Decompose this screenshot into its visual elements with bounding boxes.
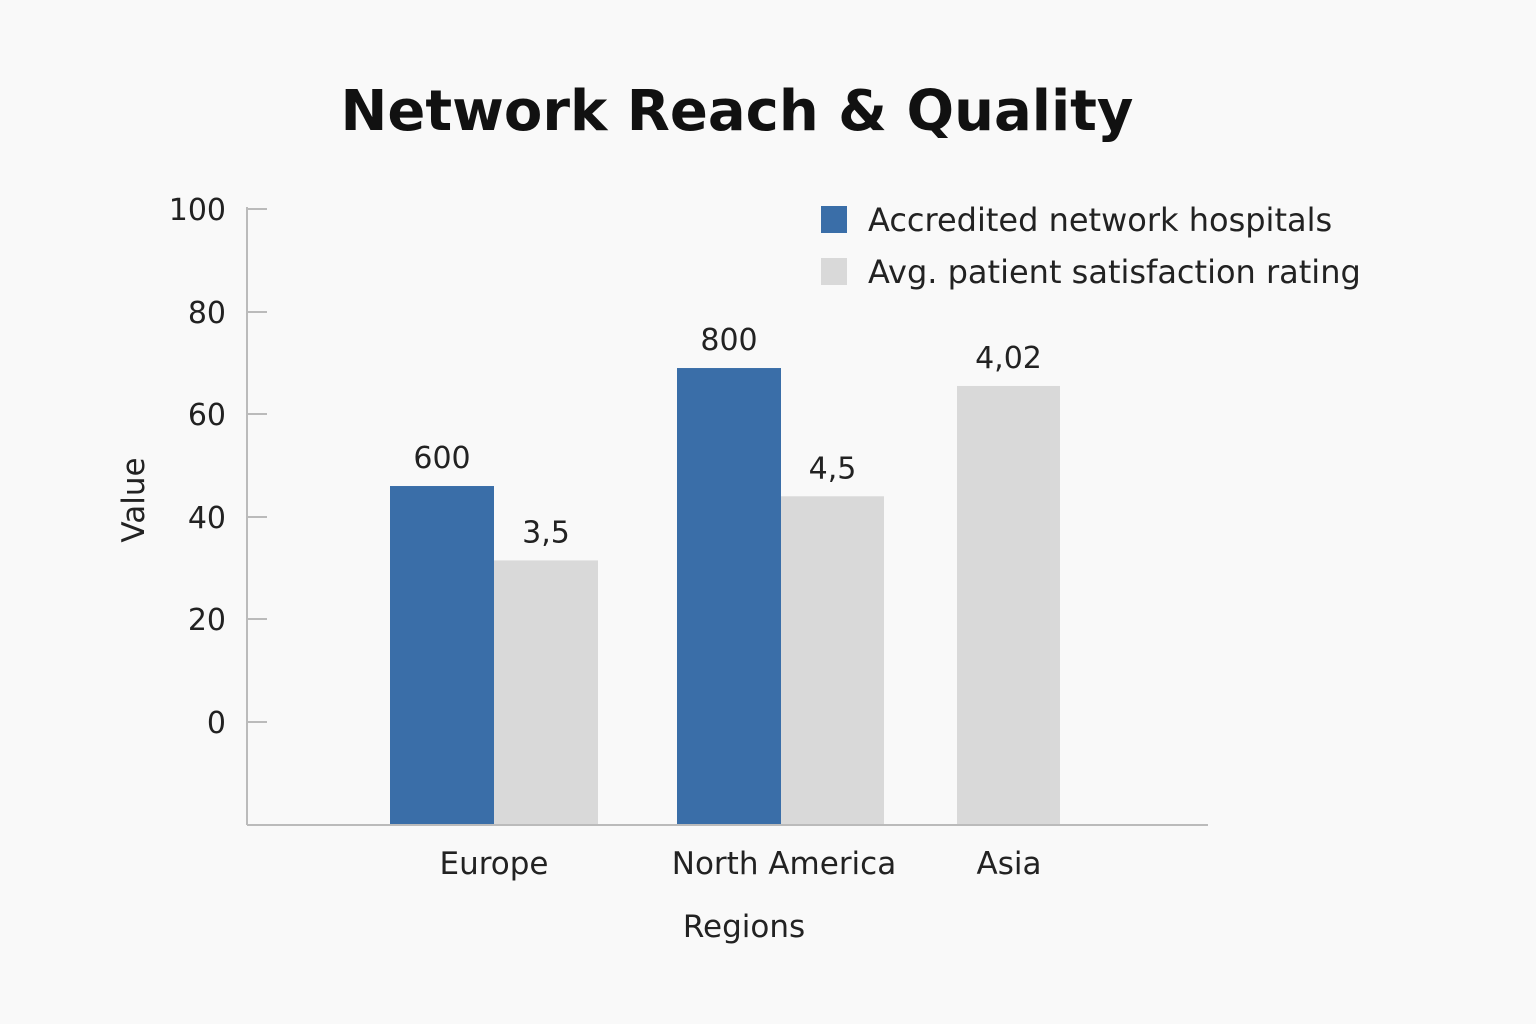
- legend: Accredited network hospitals Avg. patient…: [821, 201, 1361, 291]
- legend-swatch: [821, 258, 847, 285]
- x-axis-label: Regions: [683, 909, 805, 945]
- y-axis: 100 80 60 40 20 0: [169, 193, 267, 741]
- y-tick-label: 100: [169, 193, 226, 228]
- y-tick-label: 80: [188, 296, 226, 331]
- x-tick-label: North America: [672, 846, 896, 882]
- bar-0-0: [390, 486, 494, 825]
- data-label-0-1: 3,5: [522, 515, 570, 550]
- bars: [390, 368, 1060, 825]
- legend-entry: Avg. patient satisfaction rating: [868, 253, 1361, 291]
- y-tick-label: 60: [188, 398, 226, 433]
- x-tick-label: Europe: [439, 846, 548, 882]
- legend-entry: Accredited network hospitals: [868, 201, 1332, 239]
- chart-title: Network Reach & Quality: [341, 79, 1134, 144]
- data-label-1-0: 800: [700, 323, 757, 358]
- bar-2-1: [957, 385, 1060, 825]
- x-tick-label: Asia: [977, 846, 1042, 882]
- bar-1-0: [677, 368, 781, 825]
- y-tick-label: 20: [188, 603, 226, 638]
- y-tick-label: 0: [207, 706, 226, 741]
- data-labels: 600 3,5 800 4,5 4,02: [413, 323, 1042, 550]
- data-label-0-0: 600: [413, 441, 470, 476]
- data-label-1-1: 4,5: [809, 451, 857, 486]
- y-tick-label: 40: [188, 501, 226, 536]
- bar-0-1: [494, 560, 598, 825]
- legend-swatch: [821, 206, 847, 233]
- bar-1-1: [781, 496, 884, 825]
- x-axis: Europe North America Asia: [439, 846, 1041, 882]
- data-label-2-1: 4,02: [975, 341, 1042, 376]
- y-axis-label: Value: [116, 457, 152, 542]
